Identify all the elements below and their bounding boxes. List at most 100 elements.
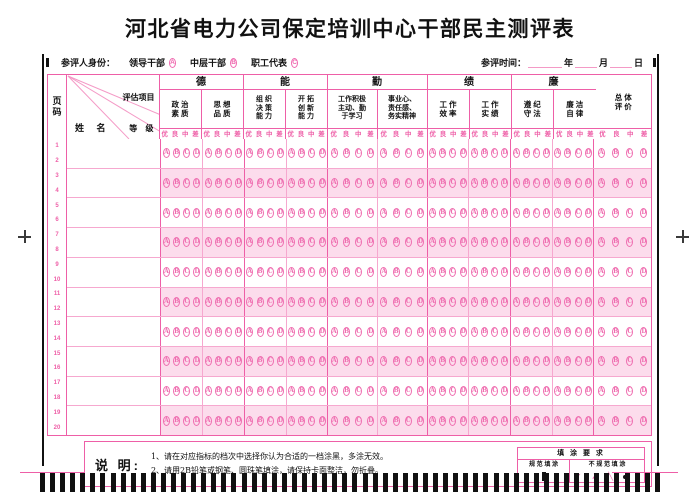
answer-bubble[interactable]: B [173,178,181,189]
answer-bubble[interactable]: D [584,385,592,396]
answer-bubble[interactable]: B [392,415,400,426]
answer-bubble[interactable]: B [256,385,264,396]
answer-bubble[interactable]: C [626,296,634,307]
answer-bubble[interactable]: D [416,356,424,367]
answer-bubble[interactable]: A [470,415,478,426]
answer-bubble[interactable]: A [330,356,338,367]
answer-bubble[interactable]: C [626,415,634,426]
answer-bubble[interactable]: D [193,148,201,159]
answer-bubble[interactable]: D [276,356,284,367]
date-field[interactable]: 参评时间： 年 月 日 [481,56,643,69]
answer-bubble[interactable]: A [554,296,562,307]
answer-bubble[interactable]: A [246,237,254,248]
answer-bubble[interactable]: D [416,267,424,278]
answer-bubble[interactable]: A [512,267,520,278]
answer-bubble[interactable]: D [584,415,592,426]
answer-bubble[interactable]: C [574,356,582,367]
answer-bubble[interactable]: A [204,237,212,248]
answer-bubble[interactable]: D [640,148,648,159]
answer-bubble[interactable]: C [626,267,634,278]
answer-bubble[interactable]: C [308,207,316,218]
answer-bubble[interactable]: D [416,178,424,189]
answer-bubble[interactable]: D [501,148,509,159]
answer-bubble[interactable]: D [276,178,284,189]
answer-bubble[interactable]: A [597,267,605,278]
answer-bubble[interactable]: B [392,148,400,159]
answer-bubble[interactable]: A [162,296,170,307]
answer-bubble[interactable]: C [626,237,634,248]
answer-bubble[interactable]: B [214,385,222,396]
answer-bubble[interactable]: A [470,148,478,159]
identity-option-bubble[interactable]: B [230,57,238,68]
answer-bubble[interactable]: B [256,178,264,189]
answer-bubble[interactable]: B [564,148,572,159]
answer-bubble[interactable]: D [501,415,509,426]
answer-bubble[interactable]: B [342,326,350,337]
answer-bubble[interactable]: D [459,178,467,189]
answer-bubble[interactable]: B [480,415,488,426]
answer-bubble[interactable]: B [480,385,488,396]
answer-bubble[interactable]: D [367,148,375,159]
answer-bubble[interactable]: A [597,385,605,396]
answer-bubble[interactable]: C [449,267,457,278]
answer-bubble[interactable]: B [173,385,181,396]
answer-bubble[interactable]: C [266,385,274,396]
answer-bubble[interactable]: D [193,237,201,248]
answer-bubble[interactable]: B [214,415,222,426]
answer-bubble[interactable]: C [404,356,412,367]
answer-bubble[interactable]: C [574,415,582,426]
answer-bubble[interactable]: C [308,356,316,367]
answer-bubble[interactable]: C [404,207,412,218]
answer-bubble[interactable]: D [584,178,592,189]
answer-bubble[interactable]: B [214,326,222,337]
answer-bubble[interactable]: A [470,237,478,248]
answer-bubble[interactable]: A [380,296,388,307]
answer-bubble[interactable]: D [640,207,648,218]
answer-bubble[interactable]: A [512,207,520,218]
answer-bubble[interactable]: B [480,267,488,278]
answer-bubble[interactable]: A [162,356,170,367]
answer-bubble[interactable]: C [532,296,540,307]
answer-bubble[interactable]: A [330,178,338,189]
answer-bubble[interactable]: D [640,415,648,426]
answer-bubble[interactable]: B [342,237,350,248]
answer-bubble[interactable]: B [173,207,181,218]
answer-bubble[interactable]: B [564,267,572,278]
answer-bubble[interactable]: C [225,237,232,248]
answer-bubble[interactable]: D [459,326,467,337]
answer-bubble[interactable]: A [330,207,338,218]
answer-bubble[interactable]: C [266,296,274,307]
answer-bubble[interactable]: D [193,326,201,337]
answer-bubble[interactable]: C [404,415,412,426]
answer-bubble[interactable]: D [416,148,424,159]
answer-bubble[interactable]: A [204,148,212,159]
answer-bubble[interactable]: A [470,178,478,189]
answer-bubble[interactable]: C [225,326,232,337]
answer-bubble[interactable]: D [501,207,509,218]
answer-bubble[interactable]: B [522,148,530,159]
answer-bubble[interactable]: B [439,148,447,159]
answer-bubble[interactable]: D [640,326,648,337]
answer-bubble[interactable]: D [276,237,284,248]
answer-bubble[interactable]: A [288,356,296,367]
answer-bubble[interactable]: D [193,267,201,278]
answer-bubble[interactable]: A [204,296,212,307]
answer-bubble[interactable]: A [246,326,254,337]
answer-bubble[interactable]: B [298,207,306,218]
answer-bubble[interactable]: B [256,356,264,367]
answer-bubble[interactable]: B [480,148,488,159]
answer-bubble[interactable]: B [439,385,447,396]
answer-bubble[interactable]: B [480,237,488,248]
answer-bubble[interactable]: C [183,415,191,426]
answer-bubble[interactable]: A [330,296,338,307]
answer-bubble[interactable]: D [416,415,424,426]
answer-bubble[interactable]: D [276,385,284,396]
answer-bubble[interactable]: C [574,326,582,337]
answer-bubble[interactable]: A [554,267,562,278]
answer-bubble[interactable]: D [193,385,201,396]
answer-bubble[interactable]: A [597,415,605,426]
answer-bubble[interactable]: B [173,326,181,337]
answer-bubble[interactable]: B [564,385,572,396]
answer-bubble[interactable]: C [449,356,457,367]
answer-bubble[interactable]: C [491,385,499,396]
